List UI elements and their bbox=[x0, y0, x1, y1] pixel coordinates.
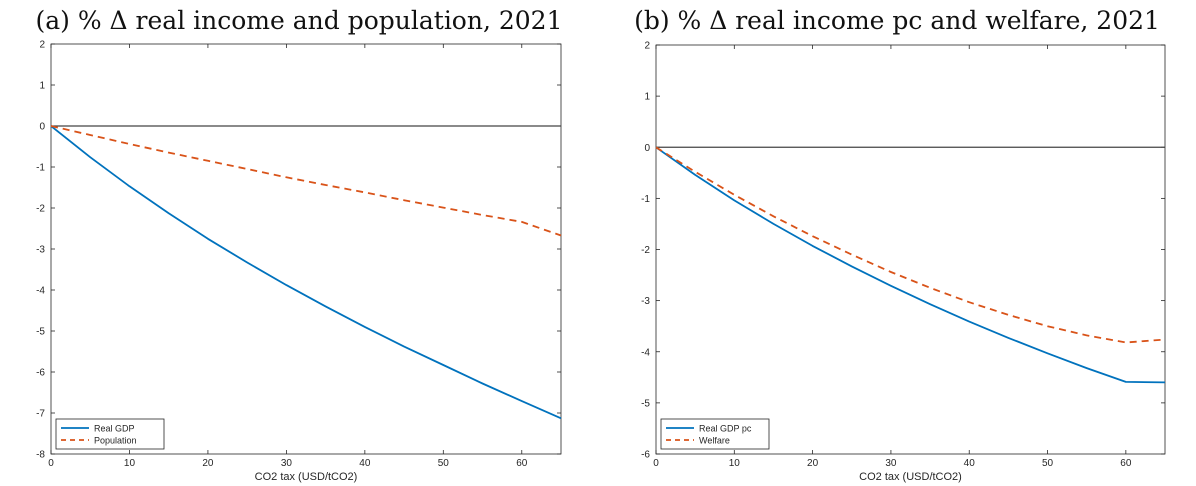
y-tick-label: 1 bbox=[39, 81, 45, 92]
legend-label: Real GDP pc bbox=[699, 424, 752, 434]
y-tick-label: -6 bbox=[641, 450, 650, 461]
y-tick-label: -6 bbox=[36, 368, 45, 379]
x-tick-label: 0 bbox=[653, 458, 659, 469]
x-tick-label: 20 bbox=[807, 458, 819, 469]
y-tick-label: -5 bbox=[641, 398, 650, 409]
y-tick-label: -5 bbox=[36, 327, 45, 338]
chart-panel-b: (b) % Δ real income pc and welfare, 2021… bbox=[598, 0, 1196, 486]
x-tick-label: 20 bbox=[202, 458, 214, 469]
y-tick-label: -1 bbox=[36, 163, 45, 174]
x-tick-label: 0 bbox=[48, 458, 54, 469]
y-tick-label: -4 bbox=[36, 286, 45, 297]
plot-area bbox=[655, 44, 1166, 455]
x-axis-label: CO2 tax (USD/tCO2) bbox=[255, 471, 358, 483]
chart-panel-a: (a) % Δ real income and population, 2021… bbox=[35, 6, 563, 483]
y-tick-label: -3 bbox=[36, 245, 45, 256]
x-tick-label: 50 bbox=[1042, 458, 1054, 469]
x-tick-label: 60 bbox=[1120, 458, 1132, 469]
chart-title: (a) % Δ real income and population, 2021 bbox=[35, 6, 563, 35]
y-tick-label: -7 bbox=[36, 409, 45, 420]
y-tick-label: 2 bbox=[39, 40, 45, 51]
chart-title: (b) % Δ real income pc and welfare, 2021 bbox=[634, 6, 1160, 35]
y-tick-label: -1 bbox=[641, 194, 650, 205]
legend-label: Real GDP bbox=[94, 424, 135, 434]
x-axis-label: CO2 tax (USD/tCO2) bbox=[859, 471, 962, 483]
x-tick-label: 40 bbox=[359, 458, 371, 469]
legend-label: Population bbox=[94, 436, 137, 446]
legend-label: Welfare bbox=[699, 436, 730, 446]
x-tick-label: 10 bbox=[124, 458, 136, 469]
x-tick-label: 40 bbox=[964, 458, 976, 469]
plot-area bbox=[50, 43, 562, 455]
chart-plot: 0 10 20 30 40 50 60 -6 -5 -4 -3 -2 -1 0 1 2 CO2 tax (USD… bbox=[641, 41, 1166, 483]
x-tick-label: 10 bbox=[729, 458, 741, 469]
series-line bbox=[50, 125, 562, 420]
y-tick-label: 1 bbox=[644, 92, 650, 103]
y-tick-label: -3 bbox=[641, 296, 650, 307]
series-line bbox=[655, 146, 1166, 344]
x-tick-label: 30 bbox=[885, 458, 897, 469]
x-tick-label: 60 bbox=[516, 458, 528, 469]
legend-box bbox=[55, 418, 165, 450]
x-tick-label: 30 bbox=[281, 458, 293, 469]
y-tick-label: -2 bbox=[641, 245, 650, 256]
x-tick-label: 50 bbox=[438, 458, 450, 469]
legend-box bbox=[660, 418, 770, 450]
y-tick-label: -4 bbox=[641, 347, 650, 358]
series-line bbox=[655, 146, 1166, 384]
y-tick-label: -8 bbox=[36, 450, 45, 461]
y-tick-label: 0 bbox=[644, 143, 650, 154]
y-tick-label: 2 bbox=[644, 41, 650, 52]
series-line bbox=[50, 125, 562, 237]
chart-plot: 0 10 20 30 40 50 60 -8 -7 -6 -5 -4 -3 -2 -1 0 1 2 CO2 tax … bbox=[36, 40, 562, 483]
y-tick-label: -2 bbox=[36, 204, 45, 215]
y-tick-label: 0 bbox=[39, 122, 45, 133]
